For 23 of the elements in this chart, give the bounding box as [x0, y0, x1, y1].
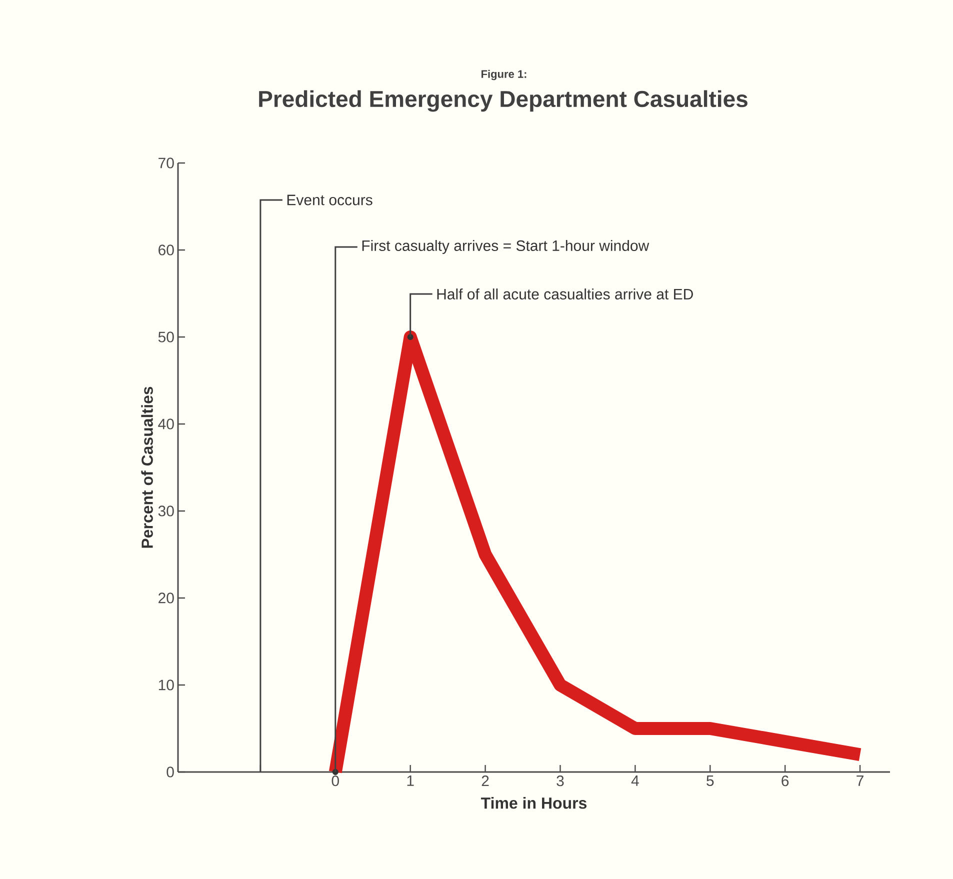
x-tick-label: 5 [706, 776, 714, 786]
x-tick-label: 6 [782, 776, 789, 786]
ref-line-label: Event occurs [287, 194, 372, 206]
y-tick-label: 30 [158, 506, 174, 516]
y-tick-label: 10 [158, 680, 174, 690]
x-tick-label: 3 [556, 776, 564, 786]
x-tick-label: 0 [332, 776, 339, 786]
y-tick-label: 60 [158, 244, 174, 256]
y-tick-label: 50 [158, 332, 174, 342]
annotation: Half of all acute casualties arrive at ED [437, 288, 693, 300]
x-tick-label: 7 [856, 776, 864, 786]
y-tick-label: 70 [158, 158, 174, 168]
chart-subtitle: Figure 1: [482, 70, 526, 80]
x-tick-label: 1 [407, 776, 414, 786]
chart-title: Predicted Emergency Department Casualties [259, 90, 748, 112]
x-tick-label: 4 [631, 776, 639, 786]
y-tick-label: 20 [158, 592, 174, 604]
annotation: First casualty arrives = Start 1-hour window [362, 240, 650, 254]
y-tick-label: 40 [158, 418, 174, 430]
y-tick-label: 0 [166, 766, 174, 778]
x-axis-title: Time in Hours [480, 797, 587, 809]
y-axis-title: Percent of Casualties [141, 386, 153, 548]
x-tick-label: 2 [482, 776, 489, 786]
